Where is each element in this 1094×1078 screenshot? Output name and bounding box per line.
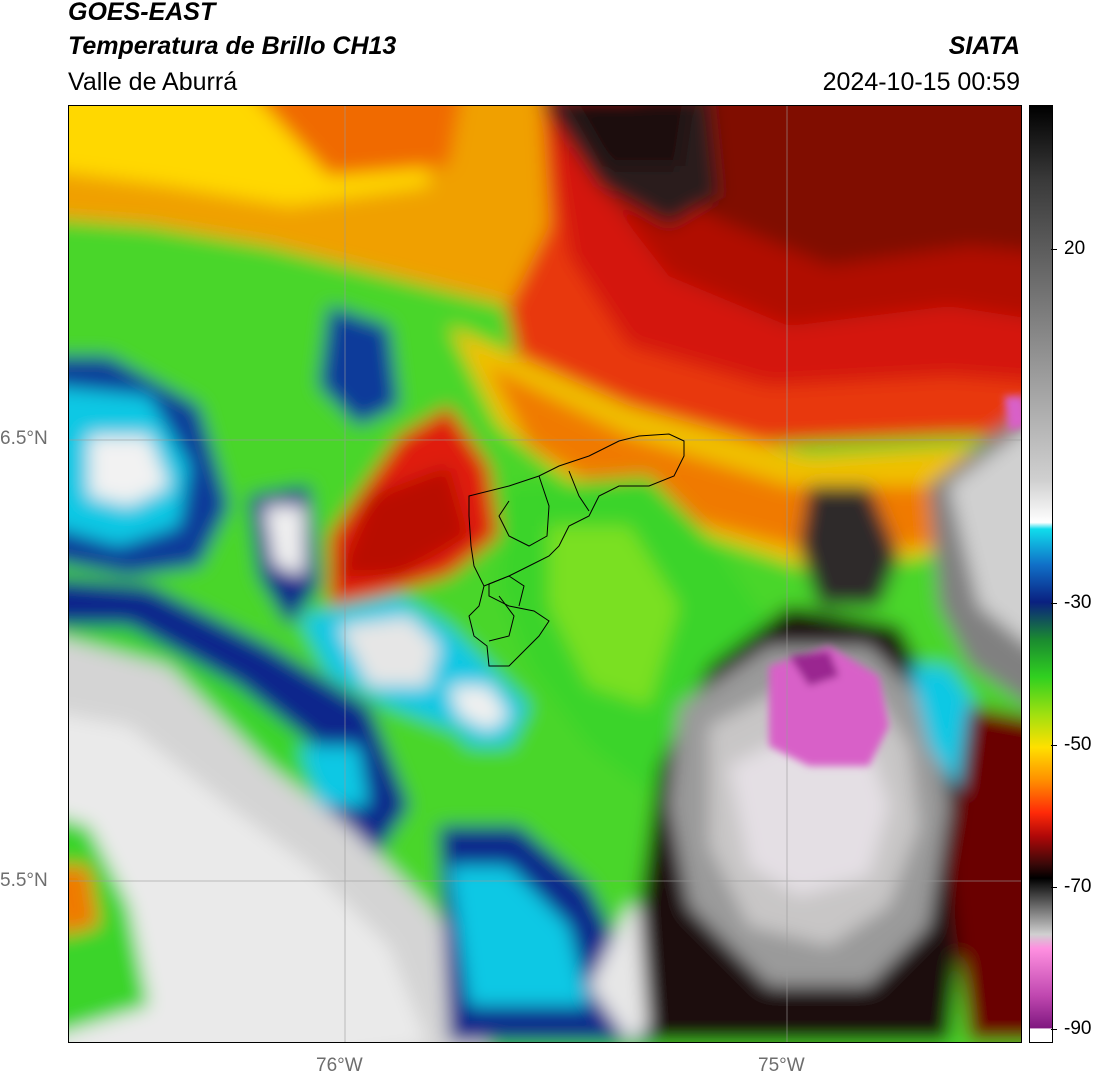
region-subtitle: Valle de Aburrá — [68, 68, 238, 96]
brightness-temperature-field — [69, 106, 1021, 1042]
colorbar-tick — [1051, 745, 1057, 746]
lat-lon-grid — [69, 106, 1021, 1042]
product-title: Temperatura de Brillo CH13 — [68, 32, 397, 60]
colorbar-tick-label: -70 — [1064, 876, 1092, 897]
satellite-map[interactable] — [68, 105, 1022, 1043]
colorbar-tick-label: -50 — [1064, 734, 1092, 755]
colorbar-tick — [1051, 1029, 1057, 1030]
satellite-title: GOES-EAST — [68, 0, 216, 26]
lat-tick-label: 5.5°N — [0, 870, 48, 891]
colorbar-tick — [1051, 603, 1057, 604]
colorbar — [1029, 105, 1053, 1043]
organization-label: SIATA — [948, 32, 1020, 60]
colorbar-tick-label: -90 — [1064, 1018, 1092, 1039]
timestamp-label: 2024-10-15 00:59 — [822, 68, 1020, 96]
valle-de-aburra-boundaries — [468, 433, 685, 667]
lon-tick-label: 76°W — [316, 1055, 363, 1076]
colorbar-tick-label: -30 — [1064, 592, 1092, 613]
lon-tick-label: 75°W — [758, 1055, 805, 1076]
colorbar-tick — [1051, 249, 1057, 250]
lat-tick-label: 6.5°N — [0, 428, 48, 449]
colorbar-tick-label: 20 — [1064, 238, 1086, 259]
cold-core — [769, 396, 1021, 766]
colorbar-tick — [1051, 887, 1057, 888]
